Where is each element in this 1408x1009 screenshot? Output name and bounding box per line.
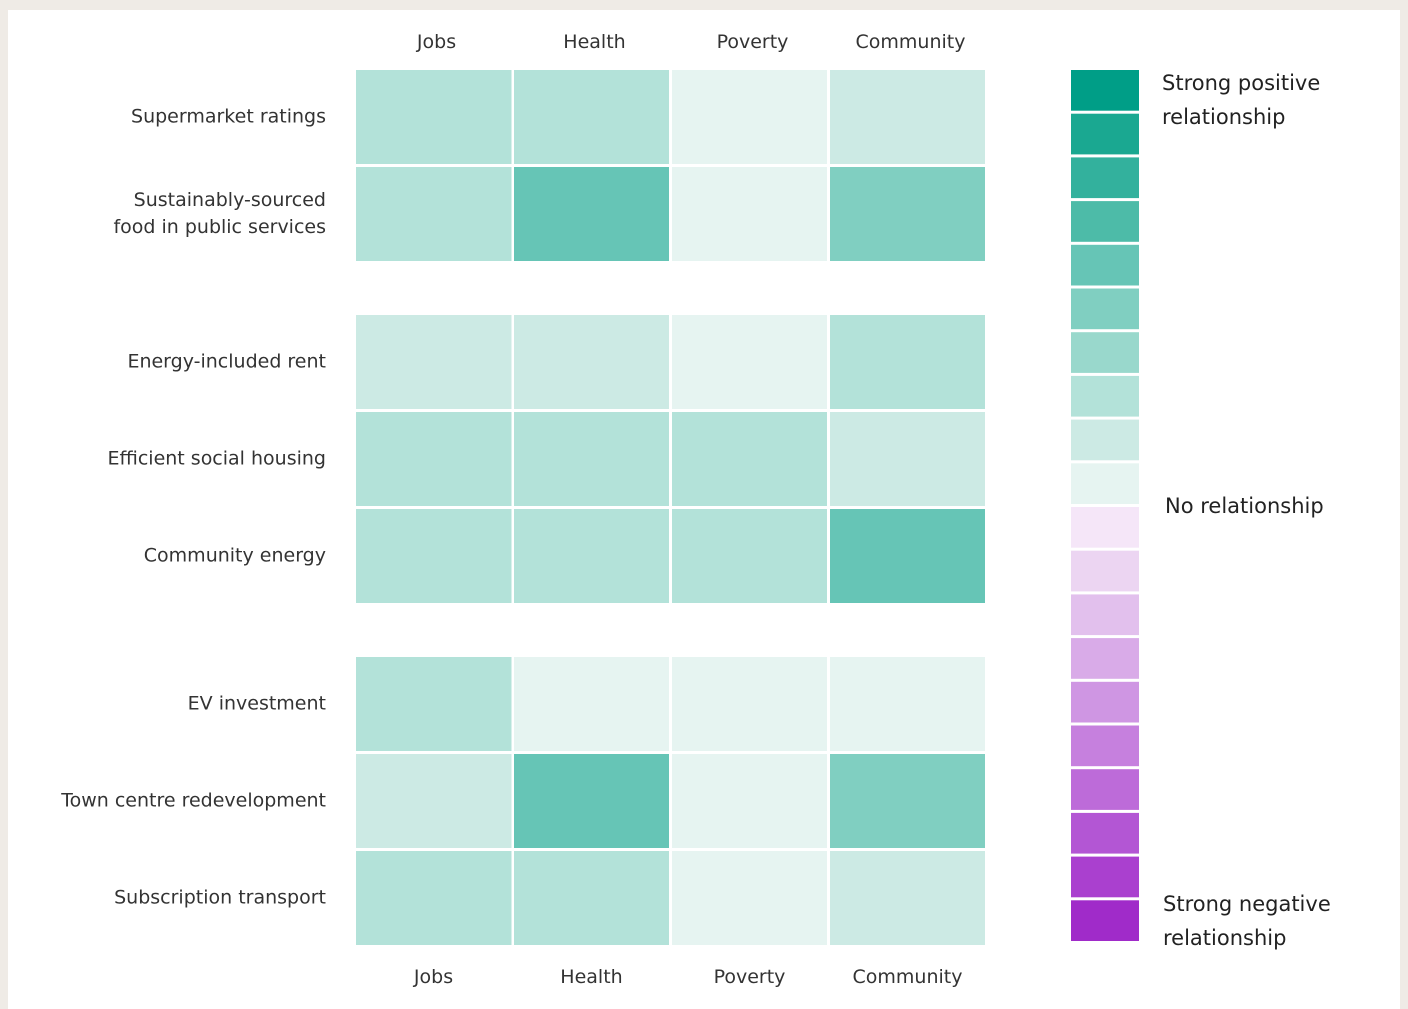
heatmap-cell	[672, 167, 827, 261]
legend-swatch	[1071, 70, 1139, 111]
heatmap-cell	[356, 851, 512, 945]
heatmap-cell	[672, 70, 827, 164]
legend-swatch	[1071, 157, 1139, 199]
heatmap-cell	[356, 412, 512, 506]
legend-swatch	[1071, 288, 1139, 330]
heatmap-cell	[830, 167, 985, 261]
legend-label: Strong negative relationship	[1163, 892, 1331, 950]
legend-swatch	[1071, 594, 1139, 636]
heatmap-cell	[672, 754, 827, 848]
legend-label: No relationship	[1165, 494, 1324, 518]
column-label: Jobs	[413, 966, 454, 988]
row-label: Town centre redevelopment	[61, 789, 326, 812]
legend-swatch	[1071, 375, 1139, 417]
column-label: Health	[560, 966, 623, 988]
heatmap-cell	[830, 70, 985, 164]
heatmap-cell	[356, 70, 512, 164]
row-label: Sustainably-sourced food in public servi…	[113, 189, 326, 238]
heatmap-cell	[830, 509, 985, 603]
heatmap-cell	[356, 167, 512, 261]
row-label: Supermarket ratings	[131, 105, 326, 128]
heatmap-cell	[830, 851, 985, 945]
legend-swatch	[1071, 113, 1139, 155]
heatmap-cell	[514, 70, 669, 164]
column-label: Poverty	[713, 966, 786, 988]
heatmap-cell	[514, 509, 669, 603]
column-label: Poverty	[716, 31, 789, 53]
column-label: Community	[852, 966, 963, 988]
heatmap-cell	[672, 412, 827, 506]
legend-swatch	[1071, 507, 1139, 548]
heatmap-cell	[672, 851, 827, 945]
legend-swatch	[1071, 638, 1139, 679]
column-label: Community	[855, 31, 966, 53]
heatmap-cell	[514, 167, 669, 261]
heatmap-cell	[356, 754, 512, 848]
legend-swatch	[1071, 550, 1139, 592]
legend-swatch	[1071, 900, 1139, 941]
legend-swatch	[1071, 681, 1139, 723]
heatmap-cell	[672, 657, 827, 751]
row-label: EV investment	[187, 692, 326, 715]
heatmap-cell	[672, 509, 827, 603]
legend-swatch	[1071, 812, 1139, 854]
heatmap-cell	[830, 315, 985, 409]
legend-swatch	[1071, 332, 1139, 373]
heatmap-cell	[356, 657, 512, 751]
heatmap-cell	[514, 412, 669, 506]
legend-swatch	[1071, 769, 1139, 810]
heatmap-cell	[514, 754, 669, 848]
row-label: Efficient social housing	[107, 447, 326, 470]
heatmap-cell	[672, 315, 827, 409]
heatmap-cell	[514, 851, 669, 945]
row-label: Energy-included rent	[127, 350, 326, 373]
legend-swatch	[1071, 725, 1139, 767]
heatmap-cell	[514, 657, 669, 751]
heatmap-cell	[356, 315, 512, 409]
heatmap-cell	[356, 509, 512, 603]
legend-swatch	[1071, 244, 1139, 286]
column-label: Jobs	[416, 31, 457, 53]
legend-swatch	[1071, 463, 1139, 504]
column-label: Health	[563, 31, 626, 53]
heatmap-cell	[830, 754, 985, 848]
heatmap-cell	[830, 657, 985, 751]
row-label: Subscription transport	[114, 886, 326, 909]
legend-label: Strong positive relationship	[1162, 71, 1321, 129]
legend-swatch	[1071, 419, 1139, 461]
legend-swatch	[1071, 856, 1139, 898]
heatmap-cell	[514, 315, 669, 409]
heatmap-cell	[830, 412, 985, 506]
row-label: Community energy	[143, 544, 326, 567]
legend-swatch	[1071, 201, 1139, 242]
